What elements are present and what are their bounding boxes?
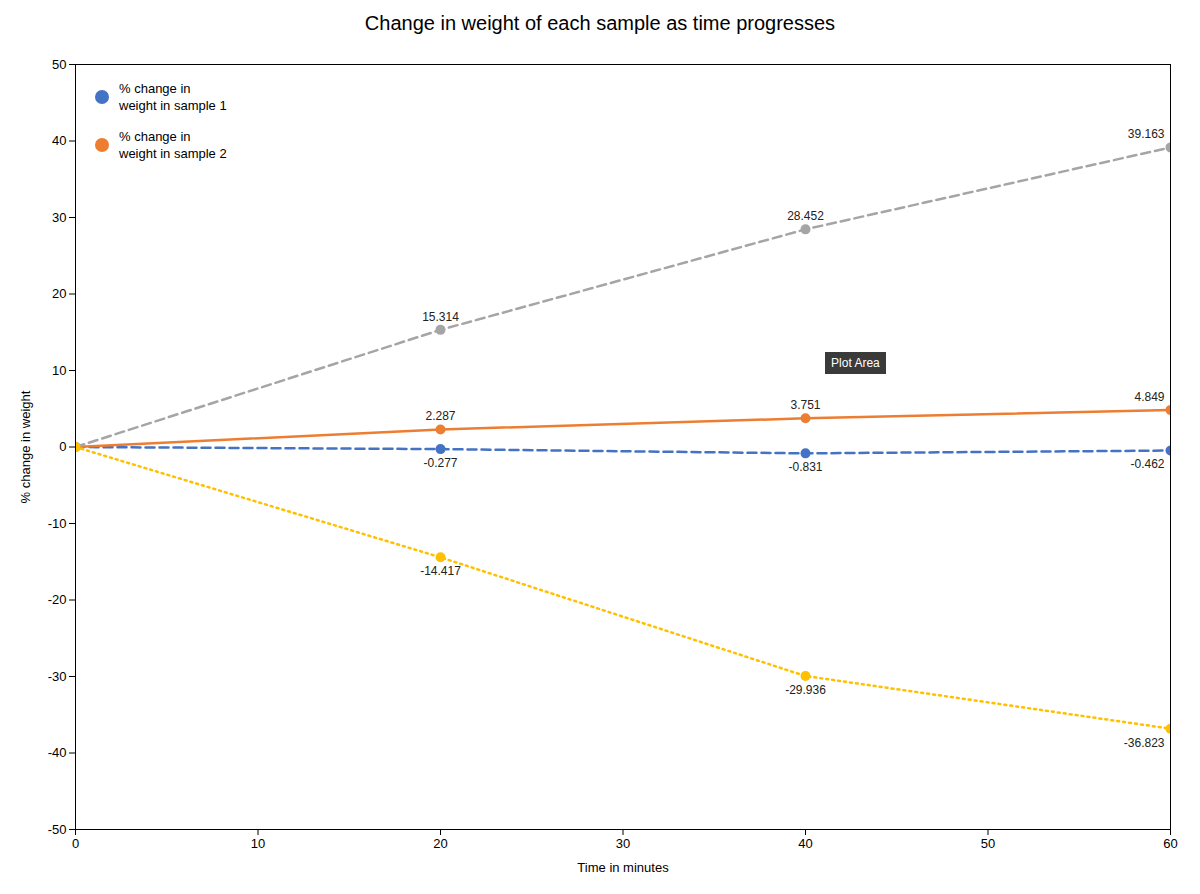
svg-text:-29.936: -29.936 [785,683,826,697]
svg-text:-40: -40 [48,745,67,760]
html-text:% change in weight in sample 1: % change in weight in sample 1 [119,81,227,113]
html-text:% change in weight in sample 2: % change in weight in sample 2 [119,129,227,161]
svg-text:4.849: 4.849 [1134,390,1164,404]
svg-text:28.452: 28.452 [787,209,824,223]
svg-text:40: 40 [798,836,812,851]
svg-text:20: 20 [52,286,66,301]
svg-text:39.163: 39.163 [1128,127,1165,141]
svg-text:-10: -10 [48,516,67,531]
svg-text:-20: -20 [48,592,67,607]
svg-text:-30: -30 [48,669,67,684]
svg-text:40: 40 [52,133,66,148]
svg-text:30: 30 [52,210,66,225]
html-text:Change in weight of each sampl: Change in weight of each sample as time … [364,12,836,34]
svg-text:50: 50 [981,836,995,851]
svg-text:0: 0 [59,439,66,454]
svg-text:% change in weight: % change in weight [18,390,33,503]
svg-text:10: 10 [52,363,66,378]
svg-text:Time in minutes: Time in minutes [577,860,669,875]
svg-text:0: 0 [72,836,79,851]
svg-text:2.287: 2.287 [425,409,455,423]
svg-text:-0.462: -0.462 [1130,457,1164,471]
svg-text:-50: -50 [48,822,67,837]
svg-text:10: 10 [251,836,265,851]
svg-text:-36.823: -36.823 [1124,736,1165,750]
html-text:Plot Area: Plot Area [831,355,880,370]
svg-text:20: 20 [433,836,447,851]
svg-text:-0.831: -0.831 [788,460,822,474]
svg-text:15.314: 15.314 [422,310,459,324]
svg-text:3.751: 3.751 [790,398,820,412]
svg-text:-0.277: -0.277 [423,456,457,470]
svg-text:-14.417: -14.417 [420,564,461,578]
svg-text:30: 30 [616,836,630,851]
svg-text:50: 50 [52,57,66,72]
svg-text:60: 60 [1163,836,1177,851]
